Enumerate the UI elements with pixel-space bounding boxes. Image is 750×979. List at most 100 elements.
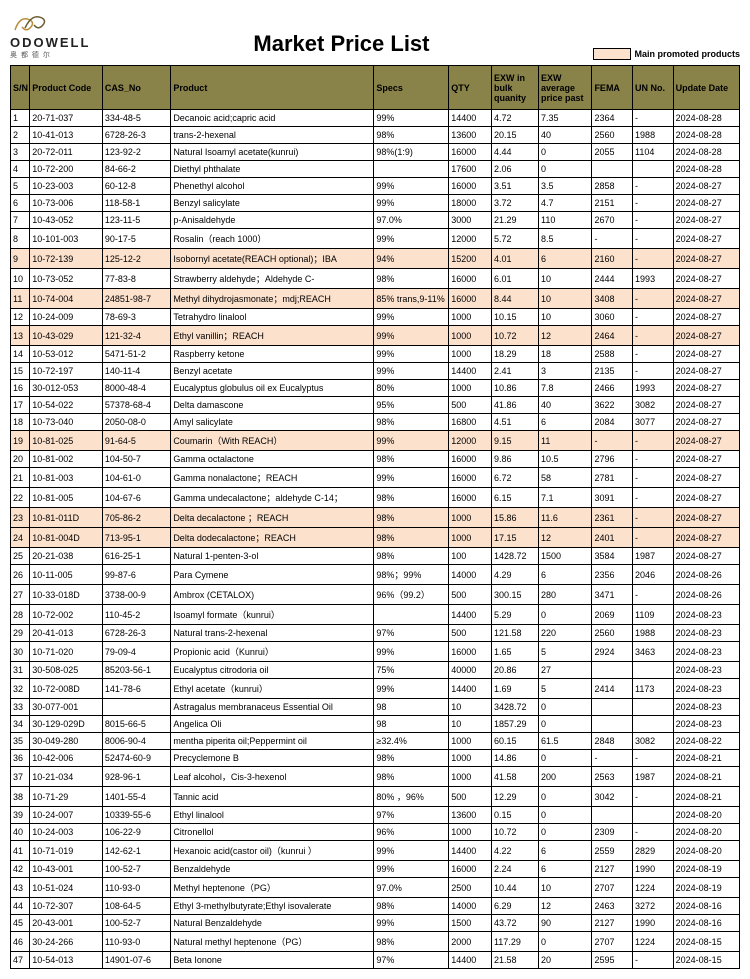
cell-sn: 30	[11, 642, 30, 662]
cell-qty: 40000	[449, 662, 492, 679]
column-header: Specs	[374, 66, 449, 110]
cell-specs: 98	[374, 716, 449, 733]
cell-un: -	[633, 195, 674, 212]
cell-exwa: 90	[539, 915, 592, 932]
cell-date: 2024-08-27	[673, 249, 739, 269]
cell-sn: 44	[11, 898, 30, 915]
cell-un: 3077	[633, 414, 674, 431]
table-row: 4110-71-019142-62-1Hexanoic acid(castor …	[11, 841, 740, 861]
column-header: FEMA	[592, 66, 633, 110]
cell-un	[633, 699, 674, 716]
cell-fema: -	[592, 229, 633, 249]
cell-code: 10-81-005	[30, 488, 103, 508]
cell-date: 2024-08-22	[673, 733, 739, 750]
cell-qty: 3000	[449, 212, 492, 229]
cell-qty: 10	[449, 716, 492, 733]
cell-fema: 2135	[592, 363, 633, 380]
cell-cas: 52474-60-9	[102, 750, 170, 767]
cell-exwb: 18.29	[491, 346, 538, 363]
cell-code: 10-71-29	[30, 787, 103, 807]
cell-date: 2024-08-27	[673, 289, 739, 309]
cell-un: -	[633, 585, 674, 605]
cell-code: 10-54-013	[30, 952, 103, 969]
cell-exwa: 27	[539, 662, 592, 679]
cell-date: 2024-08-20	[673, 841, 739, 861]
cell-fema: 2055	[592, 144, 633, 161]
cell-exwb: 21.29	[491, 212, 538, 229]
cell-product: Tannic acid	[171, 787, 374, 807]
cell-cas: 100-52-7	[102, 915, 170, 932]
cell-specs: 98%	[374, 750, 449, 767]
cell-exwa: 7.35	[539, 110, 592, 127]
cell-specs	[374, 161, 449, 178]
cell-un: 1990	[633, 861, 674, 878]
cell-sn: 37	[11, 767, 30, 787]
cell-specs: 99%	[374, 346, 449, 363]
cell-product: Decanoic acid;capric acid	[171, 110, 374, 127]
cell-cas: 8015-66-5	[102, 716, 170, 733]
cell-exwa: 10	[539, 309, 592, 326]
table-row: 1310-43-029121-32-4Ethyl vanillin；REACH9…	[11, 326, 740, 346]
cell-date: 2024-08-27	[673, 528, 739, 548]
cell-specs: 96%（99.2）	[374, 585, 449, 605]
cell-cas: 60-12-8	[102, 178, 170, 195]
cell-specs: 98%(1:9)	[374, 144, 449, 161]
table-row: 1910-81-02591-64-5Coumarin（With REACH）99…	[11, 431, 740, 451]
cell-exwa: 6	[539, 249, 592, 269]
table-row: 1110-74-00424851-98-7Methyl dihydrojasmo…	[11, 289, 740, 309]
cell-fema: 2796	[592, 451, 633, 468]
cell-cas: 705-86-2	[102, 508, 170, 528]
cell-code: 10-101-003	[30, 229, 103, 249]
cell-product: Coumarin（With REACH）	[171, 431, 374, 451]
table-row: 3210-72-008D141-78-6Ethyl acetate（kunrui…	[11, 679, 740, 699]
cell-fema: 2127	[592, 861, 633, 878]
cell-exwa: 20	[539, 952, 592, 969]
cell-qty: 1000	[449, 508, 492, 528]
cell-specs: 98%	[374, 932, 449, 952]
cell-specs: 98%	[374, 548, 449, 565]
column-header: Update Date	[673, 66, 739, 110]
cell-qty: 16000	[449, 488, 492, 508]
cell-un: 2829	[633, 841, 674, 861]
cell-fema: 3622	[592, 397, 633, 414]
cell-exwb: 1.69	[491, 679, 538, 699]
cell-product: trans-2-hexenal	[171, 127, 374, 144]
cell-date: 2024-08-28	[673, 161, 739, 178]
cell-specs: 99%	[374, 468, 449, 488]
cell-un	[633, 662, 674, 679]
cell-exwa: 11.6	[539, 508, 592, 528]
cell-sn: 14	[11, 346, 30, 363]
cell-qty: 1000	[449, 824, 492, 841]
cell-specs: 97%	[374, 625, 449, 642]
cell-code: 10-41-013	[30, 127, 103, 144]
table-row: 4520-43-001100-52-7Natural Benzaldehyde9…	[11, 915, 740, 932]
cell-exwa: 40	[539, 397, 592, 414]
table-row: 2920-41-0136728-26-3Natural trans-2-hexe…	[11, 625, 740, 642]
cell-exwb: 21.58	[491, 952, 538, 969]
cell-code: 10-51-024	[30, 878, 103, 898]
cell-un: 1224	[633, 878, 674, 898]
cell-specs: 99%	[374, 841, 449, 861]
cell-un: -	[633, 824, 674, 841]
cell-qty: 500	[449, 787, 492, 807]
cell-exwa: 10	[539, 289, 592, 309]
table-row: 2610-11-00599-87-6Para Cymene98%；99%1400…	[11, 565, 740, 585]
table-row: 3130-508-02585203-56-1Eucalyptus citrodo…	[11, 662, 740, 679]
column-header: EXW average price past	[539, 66, 592, 110]
cell-date: 2024-08-19	[673, 861, 739, 878]
cell-exwb: 8.44	[491, 289, 538, 309]
cell-product: Ethyl linalool	[171, 807, 374, 824]
cell-exwb: 6.15	[491, 488, 538, 508]
cell-exwa: 12	[539, 326, 592, 346]
cell-exwb: 3.72	[491, 195, 538, 212]
cell-un: -	[633, 468, 674, 488]
cell-date: 2024-08-23	[673, 699, 739, 716]
cell-code: 10-33-018D	[30, 585, 103, 605]
cell-product: Methyl heptenone（PG）	[171, 878, 374, 898]
table-body: 120-71-037334-48-5Decanoic acid;capric a…	[11, 110, 740, 969]
cell-product: Isobornyl acetate(REACH optional)；IBA	[171, 249, 374, 269]
cell-date: 2024-08-27	[673, 548, 739, 565]
cell-product: Ethyl 3-methylbutyrate;Ethyl isovalerate	[171, 898, 374, 915]
cell-code: 10-24-003	[30, 824, 103, 841]
cell-specs: 99%	[374, 326, 449, 346]
